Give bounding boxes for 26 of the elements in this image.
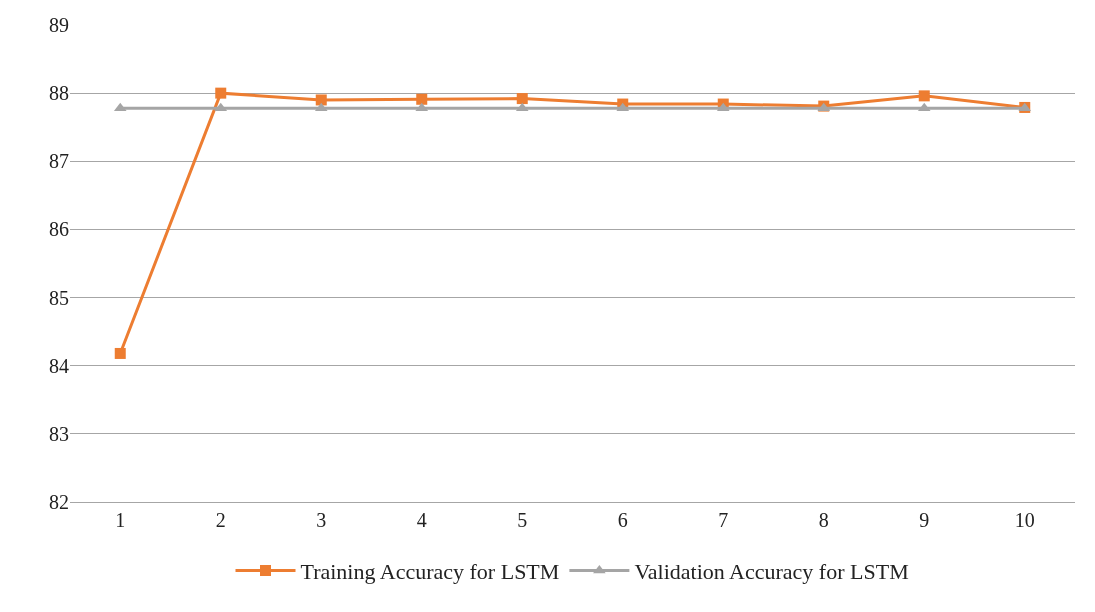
point <box>516 93 528 105</box>
x-tick-label: 7 <box>718 509 729 531</box>
y-tick-label: 86 <box>49 218 69 241</box>
y-tick-label: 82 <box>49 491 69 513</box>
x-tick-label: 4 <box>416 509 427 531</box>
x-tick-label: 6 <box>617 509 628 531</box>
point <box>215 87 227 99</box>
x-tick-label: 5 <box>517 509 528 531</box>
point <box>114 347 126 359</box>
x-tick-label: 2 <box>215 509 226 531</box>
y-tick-label: 88 <box>49 82 69 105</box>
x-tick-label: 9 <box>919 509 930 531</box>
y-tick-label: 83 <box>49 422 69 445</box>
legend-label: Training Accuracy for LSTM <box>300 559 560 585</box>
y-tick-label: 85 <box>49 286 69 309</box>
x-tick-label: 1 <box>115 509 126 531</box>
point <box>918 90 930 102</box>
x-tick-label: 3 <box>316 509 327 531</box>
x-tick-label: 8 <box>818 509 829 531</box>
x-tick-label: 10 <box>1014 509 1035 531</box>
point <box>416 93 428 105</box>
y-tick-label: 89 <box>49 14 69 36</box>
point <box>315 94 327 106</box>
y-tick-label: 87 <box>49 150 69 173</box>
y-tick-label: 84 <box>49 354 69 377</box>
legend-label: Validation Accuracy for LSTM <box>634 559 909 585</box>
